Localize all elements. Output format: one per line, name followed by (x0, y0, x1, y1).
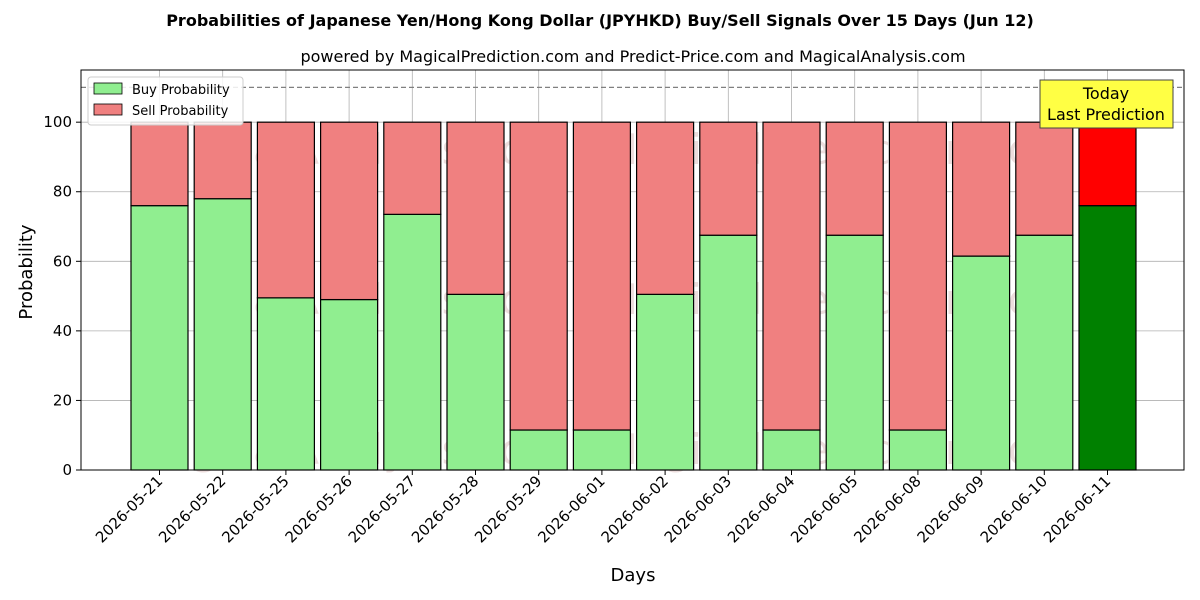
bar-buy (130, 205, 189, 471)
bar-sell (193, 121, 252, 200)
x-tick-label: 2026-06-05 (787, 472, 861, 546)
bar-sell (762, 121, 821, 431)
y-axis-ticks: 0 20 40 60 80 100 (43, 113, 81, 479)
legend-buy-label: Buy Probability (132, 83, 230, 98)
bar-sell (1015, 121, 1074, 236)
chart-subtitle: powered by MagicalPrediction.com and Pre… (300, 47, 965, 66)
x-tick-label: 2026-05-21 (92, 472, 166, 546)
bar-sell (509, 121, 568, 431)
bar-buy (256, 297, 315, 471)
legend-buy-swatch (93, 82, 123, 95)
bar-sell (572, 121, 632, 431)
today-label: Today (1082, 84, 1129, 103)
y-tick-label: 40 (53, 322, 72, 340)
x-tick-label: 2026-05-25 (218, 472, 292, 546)
x-tick-label: 2026-06-03 (661, 472, 735, 546)
x-tick-label: 2026-05-28 (408, 472, 482, 546)
bar-sell (383, 121, 442, 215)
today-annotation-box (1039, 79, 1174, 129)
x-axis-ticks: 2026-05-212026-05-222026-05-252026-05-26… (92, 470, 1114, 546)
legend: Buy Probability Sell Probability (87, 76, 244, 126)
chart-title: Probabilities of Japanese Yen/Hong Kong … (166, 11, 1034, 30)
bar-buy (320, 298, 379, 471)
y-tick-label: 100 (43, 113, 72, 131)
x-axis-label: Days (611, 565, 656, 586)
bar-buy (635, 293, 695, 471)
x-tick-label: 2026-05-22 (155, 472, 229, 546)
last-prediction-label: Last Prediction (1047, 105, 1165, 124)
bar-sell (446, 121, 505, 295)
x-tick-label: 2026-06-04 (724, 472, 798, 546)
bar-buy (762, 429, 821, 471)
legend-box (87, 76, 244, 126)
bar-sell (825, 121, 884, 236)
bar-sell (699, 121, 758, 236)
bar-sell (1078, 121, 1137, 207)
bar-sell (320, 121, 379, 301)
y-tick-label: 80 (53, 183, 72, 201)
legend-sell-label: Sell Probability (132, 104, 229, 119)
bar-sell (635, 121, 695, 295)
y-axis-label: Probability (16, 224, 37, 319)
x-tick-label: 2026-06-01 (534, 472, 608, 546)
x-tick-label: 2026-06-10 (977, 472, 1051, 546)
x-tick-label: 2026-05-29 (471, 472, 545, 546)
bar-sell (130, 121, 189, 207)
x-tick-label: 2026-05-26 (282, 472, 356, 546)
bars (130, 121, 1137, 471)
bar-buy (699, 234, 758, 471)
legend-sell-swatch (93, 103, 123, 116)
y-tick-label: 60 (53, 252, 72, 270)
y-tick-label: 20 (53, 391, 72, 409)
bar-buy (383, 213, 442, 471)
bar-buy (1015, 234, 1074, 471)
today-annotation: Today Last Prediction (1039, 79, 1174, 129)
bar-buy (193, 198, 252, 471)
bar-sell (888, 121, 948, 431)
bar-buy (509, 429, 568, 471)
plot-frame (80, 69, 1185, 471)
bar-buy (825, 234, 884, 471)
bar-sell (951, 121, 1011, 257)
bar-buy (888, 429, 948, 471)
bar-sell (256, 121, 315, 299)
x-tick-label: 2026-06-08 (850, 472, 924, 546)
x-tick-label: 2026-06-09 (914, 472, 988, 546)
x-tick-label: 2026-06-11 (1040, 472, 1114, 546)
bar-buy (446, 293, 505, 471)
x-tick-label: 2026-06-02 (598, 472, 672, 546)
bar-buy (951, 255, 1011, 471)
bar-buy (1078, 205, 1137, 471)
bar-buy (572, 429, 632, 471)
x-tick-label: 2026-05-27 (345, 472, 419, 546)
y-tick-label: 0 (62, 461, 72, 479)
